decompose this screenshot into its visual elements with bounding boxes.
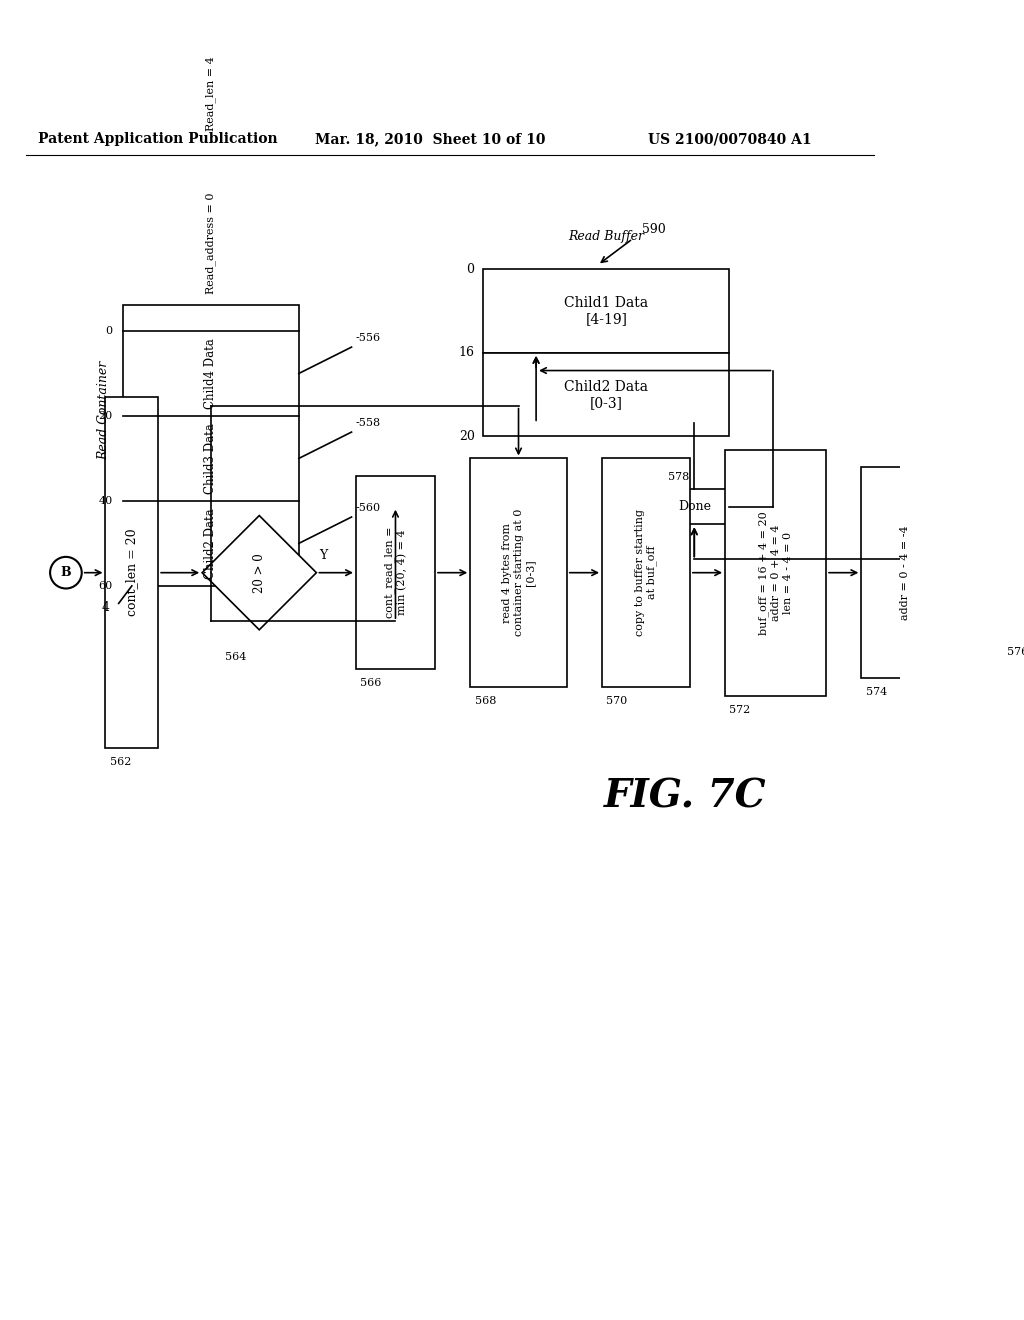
Text: -558: -558 [356, 417, 381, 428]
Text: Child3 Data: Child3 Data [205, 422, 217, 494]
Text: addr = 0 - 4 = -4: addr = 0 - 4 = -4 [900, 525, 910, 620]
Text: 574: 574 [865, 686, 887, 697]
Text: Child4 Data: Child4 Data [205, 338, 217, 409]
Text: Done: Done [678, 500, 711, 513]
Text: 20: 20 [459, 430, 474, 444]
Text: 568: 568 [474, 696, 496, 706]
Bar [483, 269, 729, 352]
Bar [483, 352, 729, 437]
Text: US 2100/0070840 A1: US 2100/0070840 A1 [647, 132, 811, 147]
Text: B: B [60, 566, 72, 579]
Text: 60: 60 [98, 581, 113, 591]
Text: buf_off = 16 + 4 = 20
addr = 0 + 4 = 4
len = 4 - 4 = 0: buf_off = 16 + 4 = 20 addr = 0 + 4 = 4 l… [759, 511, 793, 635]
Text: Read Container: Read Container [97, 360, 111, 459]
Text: Patent Application Publication: Patent Application Publication [38, 132, 278, 147]
Polygon shape [984, 520, 1024, 626]
Text: cont_read_len =
min (20, 4) = 4: cont_read_len = min (20, 4) = 4 [384, 527, 407, 619]
Text: copy to buffer starting
at buf_off: copy to buffer starting at buf_off [635, 510, 657, 636]
Bar [861, 467, 949, 678]
Bar [470, 458, 567, 686]
Bar [123, 305, 299, 586]
Bar [602, 458, 690, 686]
Text: -560: -560 [356, 503, 381, 512]
Text: Y: Y [319, 549, 328, 561]
Text: 572: 572 [729, 705, 751, 714]
Text: 566: 566 [360, 678, 382, 688]
Text: 578: 578 [668, 473, 689, 482]
Text: 40: 40 [98, 496, 113, 506]
Text: 16: 16 [459, 346, 474, 359]
Text: read 4 bytes from
container starting at 0
[0-3]: read 4 bytes from container starting at … [502, 510, 536, 636]
Text: 4: 4 [101, 602, 110, 614]
Text: 564: 564 [224, 652, 246, 661]
Bar [659, 490, 729, 524]
Bar [356, 477, 435, 669]
Text: 0: 0 [105, 326, 113, 337]
Bar [105, 397, 158, 748]
Text: 562: 562 [110, 758, 131, 767]
Text: Read_len = 4: Read_len = 4 [206, 57, 216, 131]
Text: Read_address = 0: Read_address = 0 [206, 193, 216, 294]
Text: 590: 590 [642, 223, 666, 236]
Text: 570: 570 [606, 696, 628, 706]
Polygon shape [202, 516, 316, 630]
Text: FIG. 7C: FIG. 7C [604, 777, 767, 816]
Text: cont_len = 20: cont_len = 20 [125, 529, 138, 616]
Bar [725, 450, 826, 696]
Text: Mar. 18, 2010  Sheet 10 of 10: Mar. 18, 2010 Sheet 10 of 10 [315, 132, 546, 147]
Text: -556: -556 [356, 333, 381, 343]
Text: 576: 576 [1007, 647, 1024, 657]
Text: 0: 0 [467, 263, 474, 276]
Text: Child2 Data
[0-3]: Child2 Data [0-3] [564, 380, 648, 409]
Text: 20: 20 [98, 411, 113, 421]
Text: Read Buffer: Read Buffer [568, 230, 644, 243]
Text: 20 > 0: 20 > 0 [253, 553, 266, 593]
Text: Child2 Data: Child2 Data [205, 508, 217, 578]
Text: Child1 Data
[4-19]: Child1 Data [4-19] [564, 296, 648, 326]
